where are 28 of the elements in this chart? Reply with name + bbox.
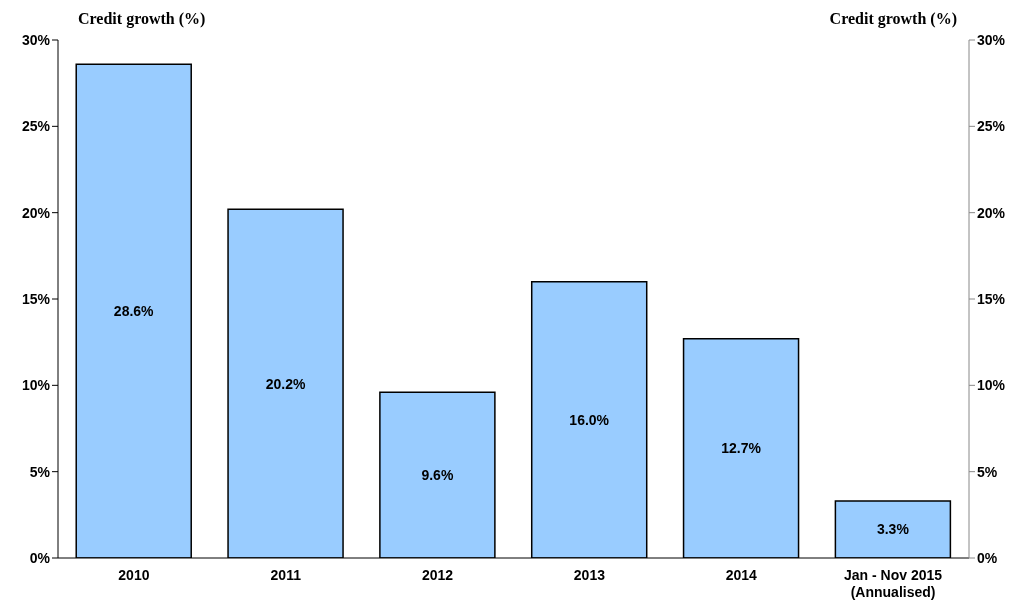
y-tick-label: 25% [21, 118, 51, 135]
data-label: 28.6% [113, 303, 155, 320]
x-tick-label: Jan - Nov 2015 (Annualised) [844, 567, 943, 600]
y-tick-label: 20% [21, 204, 51, 221]
data-label: 12.7% [721, 440, 762, 457]
x-tick-label: 2011 [270, 567, 302, 583]
y2-tick-label: 15% [977, 290, 1006, 307]
x-tick-label: 2010 [118, 567, 150, 583]
y2-tick-label: 5% [977, 463, 998, 480]
y-tick-label: 0% [29, 549, 51, 566]
y-tick-label: 15% [21, 290, 51, 307]
x-tick-label: 2014 [725, 567, 758, 583]
y-tick-label: 10% [21, 377, 51, 394]
data-label: 3.3% [876, 521, 910, 538]
y-axis-title: Credit growth (%) [78, 10, 206, 28]
data-label: 9.6% [421, 467, 454, 484]
data-label: 16.0% [569, 411, 610, 428]
y2-tick-label: 20% [977, 204, 1006, 221]
y2-tick-label: 0% [977, 549, 998, 566]
y2-tick-label: 25% [977, 118, 1006, 135]
y2-tick-label: 30% [977, 31, 1006, 48]
data-label: 20.2% [265, 375, 306, 392]
x-tick-label: 2013 [573, 567, 606, 583]
y-tick-label: 5% [29, 463, 51, 480]
x-tick-label: 2012 [422, 567, 454, 583]
y-tick-label: 30% [21, 31, 51, 48]
y2-tick-label: 10% [977, 377, 1006, 394]
y2-axis-title: Credit growth (%) [829, 10, 957, 28]
